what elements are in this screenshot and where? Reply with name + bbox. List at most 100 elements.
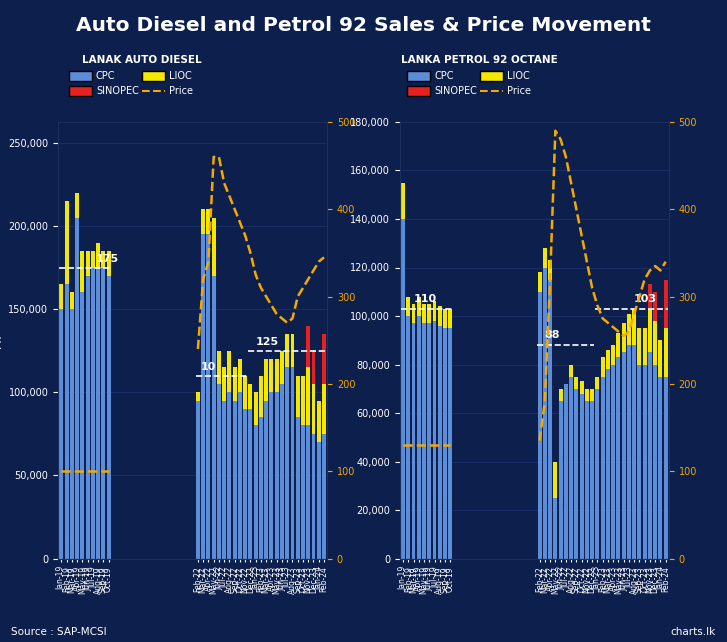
- Bar: [249, 409, 252, 559]
- Bar: [638, 328, 641, 365]
- Bar: [296, 376, 300, 417]
- Bar: [654, 321, 657, 365]
- Bar: [212, 276, 216, 559]
- Text: Auto Diesel and Petrol 92 Sales & Price Movement: Auto Diesel and Petrol 92 Sales & Price …: [76, 16, 651, 35]
- Bar: [438, 306, 442, 325]
- Bar: [659, 377, 662, 559]
- Bar: [270, 359, 273, 392]
- Text: 125: 125: [256, 337, 279, 347]
- Bar: [622, 352, 626, 559]
- Bar: [538, 272, 542, 291]
- Bar: [238, 359, 242, 392]
- Text: SINOPEC: SINOPEC: [434, 86, 477, 96]
- Bar: [611, 345, 615, 365]
- Bar: [616, 333, 620, 357]
- Bar: [222, 367, 226, 401]
- Bar: [632, 309, 636, 345]
- Bar: [217, 384, 221, 559]
- Text: Price: Price: [507, 86, 531, 96]
- Bar: [632, 345, 636, 559]
- Bar: [433, 321, 436, 559]
- Bar: [664, 377, 667, 559]
- Bar: [312, 351, 316, 384]
- Text: LANAK AUTO DIESEL: LANAK AUTO DIESEL: [82, 55, 201, 65]
- Bar: [654, 365, 657, 559]
- Bar: [659, 340, 662, 377]
- Bar: [312, 384, 316, 434]
- Bar: [244, 376, 247, 409]
- Bar: [443, 328, 447, 559]
- Bar: [65, 284, 68, 559]
- Bar: [401, 219, 405, 559]
- Bar: [291, 334, 294, 367]
- Bar: [275, 359, 278, 392]
- Bar: [579, 381, 584, 394]
- Bar: [306, 426, 310, 559]
- Bar: [622, 324, 626, 352]
- Bar: [65, 201, 68, 284]
- Bar: [322, 334, 326, 384]
- Bar: [558, 389, 563, 401]
- Bar: [81, 293, 84, 559]
- Bar: [291, 367, 294, 559]
- Bar: [648, 309, 652, 352]
- Bar: [664, 280, 667, 328]
- Bar: [75, 193, 79, 218]
- Bar: [228, 351, 231, 392]
- Bar: [648, 352, 652, 559]
- Bar: [306, 325, 310, 367]
- Bar: [449, 309, 452, 328]
- Bar: [585, 389, 589, 401]
- Bar: [427, 304, 431, 324]
- Bar: [264, 359, 268, 401]
- Bar: [96, 243, 100, 268]
- Bar: [244, 409, 247, 559]
- Bar: [249, 384, 252, 409]
- Bar: [285, 334, 289, 367]
- Bar: [196, 392, 200, 401]
- Text: Price: Price: [169, 86, 193, 96]
- Bar: [422, 304, 426, 324]
- Text: 88: 88: [545, 330, 561, 340]
- Bar: [543, 268, 547, 559]
- Bar: [107, 276, 111, 559]
- Bar: [417, 316, 421, 559]
- Bar: [595, 389, 599, 559]
- Bar: [654, 291, 657, 321]
- Text: CPC: CPC: [434, 71, 454, 81]
- Bar: [280, 351, 284, 384]
- Bar: [81, 251, 84, 293]
- Bar: [643, 365, 646, 559]
- Bar: [601, 357, 605, 377]
- Bar: [301, 426, 305, 559]
- Text: 110: 110: [414, 294, 437, 304]
- Bar: [322, 434, 326, 559]
- Bar: [449, 328, 452, 559]
- Bar: [196, 401, 200, 559]
- Bar: [648, 284, 652, 309]
- Bar: [401, 182, 405, 219]
- Bar: [217, 351, 221, 384]
- Bar: [538, 291, 542, 559]
- Text: Source : SAP-MCSI: Source : SAP-MCSI: [11, 627, 107, 637]
- Bar: [222, 401, 226, 559]
- Bar: [75, 218, 79, 559]
- Bar: [638, 365, 641, 559]
- Y-axis label: MT: MT: [0, 332, 3, 349]
- Bar: [406, 297, 410, 316]
- Bar: [616, 357, 620, 559]
- Bar: [270, 392, 273, 559]
- Bar: [91, 251, 95, 268]
- Bar: [574, 377, 579, 389]
- Bar: [201, 209, 205, 234]
- Bar: [86, 276, 89, 559]
- Bar: [548, 260, 552, 280]
- Bar: [627, 345, 631, 559]
- Bar: [301, 376, 305, 426]
- Bar: [569, 377, 573, 559]
- Bar: [590, 401, 594, 559]
- Bar: [60, 309, 63, 559]
- Bar: [606, 350, 610, 369]
- Text: SINOPEC: SINOPEC: [96, 86, 139, 96]
- Bar: [543, 248, 547, 268]
